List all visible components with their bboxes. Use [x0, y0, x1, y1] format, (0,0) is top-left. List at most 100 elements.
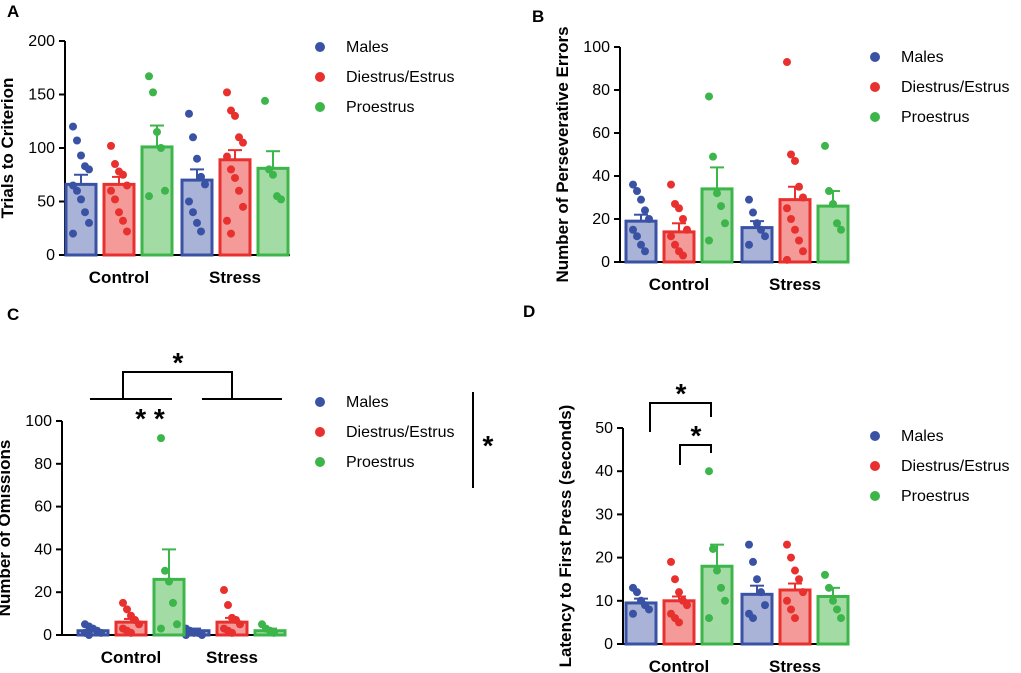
x-category-label: Control	[101, 648, 161, 667]
data-point	[713, 189, 721, 198]
data-point	[157, 624, 165, 633]
legend-label-proestrus: Proestrus	[346, 454, 414, 471]
y-tick-label: 60	[34, 499, 52, 516]
y-axis-label: Latency to First Press (seconds)	[556, 405, 575, 668]
data-point	[236, 620, 244, 629]
data-point	[223, 88, 231, 97]
data-point	[679, 215, 687, 223]
legend-marker-diestrus-estrus	[315, 427, 325, 437]
y-tick-label: 50	[595, 420, 613, 437]
data-point	[261, 96, 269, 105]
data-point	[135, 620, 143, 629]
data-point	[197, 172, 205, 181]
data-point	[633, 232, 641, 241]
data-point	[77, 195, 85, 204]
data-point	[85, 218, 93, 227]
data-point	[795, 575, 803, 584]
data-point	[633, 187, 641, 196]
y-tick-label: 60	[592, 125, 610, 142]
significance-bracket	[90, 371, 282, 400]
data-point	[761, 232, 769, 241]
legend-marker-males	[870, 52, 880, 62]
legend-marker-proestrus	[315, 457, 325, 467]
data-point	[145, 72, 153, 81]
data-point	[709, 152, 717, 161]
y-tick-label: 20	[595, 550, 613, 567]
data-point	[185, 109, 193, 118]
y-tick-label: 80	[592, 82, 610, 99]
data-point	[123, 181, 131, 190]
data-point	[799, 247, 807, 256]
data-point	[85, 631, 93, 639]
legend-label-males: Males	[901, 428, 944, 445]
significance-star: *	[676, 378, 687, 409]
x-category-label: Stress	[769, 275, 821, 294]
bar-diestrus-estrus-control	[102, 182, 136, 257]
data-point	[641, 206, 649, 215]
data-point	[825, 583, 833, 592]
data-point	[228, 628, 236, 637]
data-point	[227, 165, 235, 174]
data-point	[97, 628, 105, 637]
data-point	[157, 434, 165, 443]
panel-c: C 0 20 40 60 80 100 Number of Omissions Control S…	[0, 305, 494, 667]
data-point	[115, 208, 123, 217]
data-point	[169, 598, 177, 607]
data-point	[745, 195, 753, 204]
data-point	[667, 557, 675, 566]
data-point	[107, 141, 115, 150]
data-point	[795, 236, 803, 245]
legend-marker-males	[315, 42, 325, 52]
data-point	[837, 225, 845, 234]
data-point	[269, 170, 277, 179]
data-point	[189, 133, 197, 142]
data-point	[783, 255, 791, 264]
data-point	[791, 614, 799, 623]
data-point	[791, 225, 799, 234]
data-point	[717, 583, 725, 592]
data-point	[833, 219, 841, 228]
data-point	[675, 588, 683, 597]
x-category-label: Control	[649, 657, 709, 673]
y-tick-label: 40	[595, 463, 613, 480]
data-point	[675, 204, 683, 213]
data-point	[757, 225, 765, 234]
data-point	[799, 193, 807, 202]
y-tick-label: 100	[25, 413, 52, 430]
significance-stars: * *	[135, 403, 165, 434]
data-point	[761, 601, 769, 610]
y-tick-label: 50	[37, 194, 55, 211]
data-point	[833, 605, 841, 614]
data-point	[783, 540, 791, 549]
bar-proestrus-control	[140, 145, 174, 257]
data-point	[220, 586, 228, 595]
data-point	[239, 138, 247, 147]
data-point	[705, 236, 713, 245]
x-category-label: Control	[89, 268, 149, 287]
data-point	[270, 628, 278, 637]
data-point	[745, 240, 753, 249]
data-point	[721, 219, 729, 228]
data-point	[231, 111, 239, 120]
data-point	[119, 216, 127, 225]
data-point	[161, 566, 169, 575]
data-point	[821, 570, 829, 579]
x-category-label: Stress	[209, 268, 261, 287]
panel-label: D	[523, 302, 535, 321]
panel-d: D 0 10 20 30 40 50 Latency to First Press (seco…	[523, 302, 1009, 673]
x-category-label: Stress	[206, 648, 258, 667]
data-point	[667, 180, 675, 189]
significance-bracket	[679, 444, 712, 465]
data-point	[799, 588, 807, 597]
data-point	[189, 208, 197, 217]
legend-marker-proestrus	[870, 491, 880, 501]
bar-proestrus-stress	[816, 204, 850, 264]
legend-label-diestrus-estrus: Diestrus/Estrus	[901, 458, 1009, 475]
data-point	[787, 150, 795, 159]
bar-proestrus-stress	[256, 166, 290, 257]
data-point	[127, 628, 135, 637]
data-point	[683, 225, 691, 234]
data-point	[829, 596, 837, 605]
data-point	[123, 227, 131, 236]
panel-label: C	[7, 305, 19, 324]
